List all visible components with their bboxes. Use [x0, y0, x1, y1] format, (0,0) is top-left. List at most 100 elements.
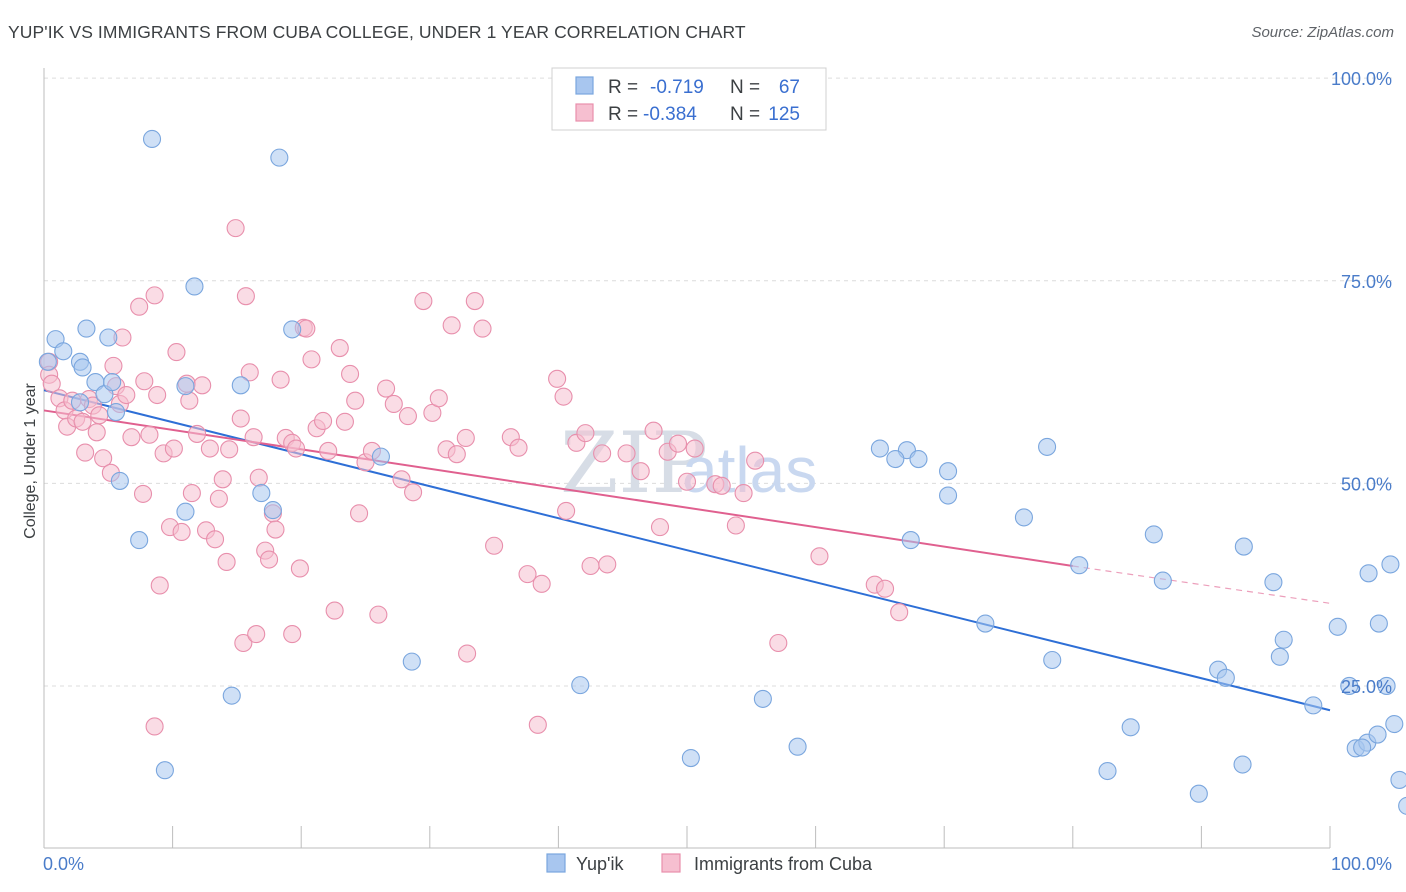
legend-r-label-2: R =	[608, 104, 638, 125]
data-point-series-1	[167, 343, 186, 362]
data-point-series-0	[1369, 614, 1388, 633]
bottom-legend: Yup'ik Immigrants from Cuba	[546, 853, 873, 874]
data-point-series-0	[1153, 571, 1172, 590]
source-credit: Source: ZipAtlas.com	[1251, 24, 1394, 41]
data-point-series-0	[1234, 537, 1253, 556]
data-point-series-1	[247, 625, 266, 644]
data-point-series-1	[668, 434, 688, 453]
data-point-series-1	[117, 385, 136, 405]
data-point-series-1	[236, 287, 255, 306]
data-point-series-1	[746, 451, 765, 470]
data-point-series-0	[231, 376, 250, 395]
legend-n-label-1: N =	[730, 77, 760, 98]
top-legend: R = -0.719 N = 67 R = -0.384 N = 125	[551, 67, 827, 131]
data-point-series-1	[122, 428, 141, 447]
data-point-series-1	[810, 547, 829, 566]
data-point-series-0	[283, 320, 302, 339]
data-point-series-1	[290, 559, 309, 578]
data-point-series-0	[1098, 761, 1117, 781]
data-point-series-1	[485, 536, 504, 555]
data-point-series-0	[571, 676, 590, 695]
data-point-series-1	[73, 412, 92, 431]
data-point-series-1	[473, 319, 492, 338]
data-point-series-1	[350, 504, 369, 523]
data-point-series-1	[617, 444, 636, 463]
y-tick-labels: 25.0% 50.0% 75.0% 100.0%	[1331, 69, 1392, 697]
data-point-series-0	[263, 501, 282, 520]
data-point-series-0	[909, 450, 928, 469]
data-point-series-0	[1381, 555, 1400, 574]
data-point-series-1	[314, 411, 333, 431]
data-points	[38, 129, 1406, 815]
data-point-series-1	[172, 522, 191, 542]
bottom-legend-swatch-cuba	[661, 853, 681, 873]
data-point-series-1	[346, 391, 365, 410]
bottom-legend-label-yupik: Yup'ik	[576, 854, 624, 874]
x-tick-label-min: 0.0%	[43, 854, 84, 874]
data-point-series-1	[90, 406, 109, 425]
data-point-series-1	[377, 379, 396, 398]
y-axis-label: College, Under 1 year	[22, 383, 39, 539]
data-point-series-0	[155, 761, 174, 780]
data-point-series-1	[87, 423, 106, 442]
data-point-series-1	[465, 291, 484, 311]
data-point-series-1	[576, 424, 595, 443]
y-tick-label: 25.0%	[1341, 677, 1392, 697]
data-point-series-0	[142, 129, 162, 149]
data-point-series-0	[73, 358, 92, 377]
data-point-series-1	[726, 516, 745, 535]
data-point-series-1	[528, 715, 547, 734]
data-point-series-1	[414, 291, 433, 311]
data-point-series-1	[148, 385, 167, 405]
data-point-series-0	[176, 377, 195, 396]
data-point-series-0	[176, 502, 195, 521]
data-point-series-1	[213, 470, 232, 489]
data-point-series-1	[220, 440, 239, 459]
data-point-series-1	[130, 297, 149, 316]
data-point-series-0	[681, 749, 700, 768]
data-point-series-1	[226, 219, 245, 238]
data-point-series-0	[870, 439, 889, 458]
data-point-series-1	[259, 550, 279, 569]
data-point-series-1	[187, 424, 207, 443]
legend-swatch-cuba	[575, 103, 594, 122]
y-tick-label: 100.0%	[1331, 69, 1392, 89]
data-point-series-0	[54, 342, 73, 361]
data-point-series-0	[130, 531, 149, 550]
data-point-series-1	[104, 356, 123, 375]
data-point-series-1	[442, 316, 461, 335]
data-point-series-0	[976, 614, 995, 633]
legend-r-value-1: -0.719	[650, 77, 704, 98]
data-point-series-0	[1270, 647, 1289, 666]
data-point-series-1	[76, 443, 95, 462]
data-point-series-0	[1043, 650, 1062, 670]
legend-swatch-yupik	[575, 76, 594, 95]
data-point-series-1	[341, 364, 360, 384]
data-point-series-0	[185, 277, 204, 296]
data-point-series-1	[94, 449, 113, 468]
data-point-series-1	[283, 625, 302, 644]
data-point-series-1	[593, 444, 612, 463]
data-point-series-1	[266, 520, 285, 539]
data-point-series-1	[205, 530, 225, 549]
legend-r-label-1: R =	[608, 77, 638, 98]
data-point-series-1	[193, 376, 212, 395]
data-point-series-0	[222, 686, 241, 705]
data-point-series-1	[734, 484, 753, 503]
data-point-series-0	[103, 373, 122, 392]
data-point-series-1	[164, 439, 183, 458]
data-point-series-0	[99, 328, 118, 347]
data-point-series-0	[939, 486, 958, 505]
data-point-series-1	[200, 439, 219, 458]
data-point-series-1	[447, 445, 466, 464]
data-point-series-0	[939, 462, 958, 481]
data-point-series-0	[270, 148, 289, 167]
data-point-series-1	[875, 579, 895, 598]
data-point-series-0	[1368, 725, 1387, 744]
data-point-series-1	[217, 552, 236, 572]
data-point-series-0	[402, 652, 421, 671]
data-point-series-1	[209, 489, 228, 508]
data-point-series-1	[42, 374, 61, 393]
data-point-series-1	[456, 428, 475, 448]
